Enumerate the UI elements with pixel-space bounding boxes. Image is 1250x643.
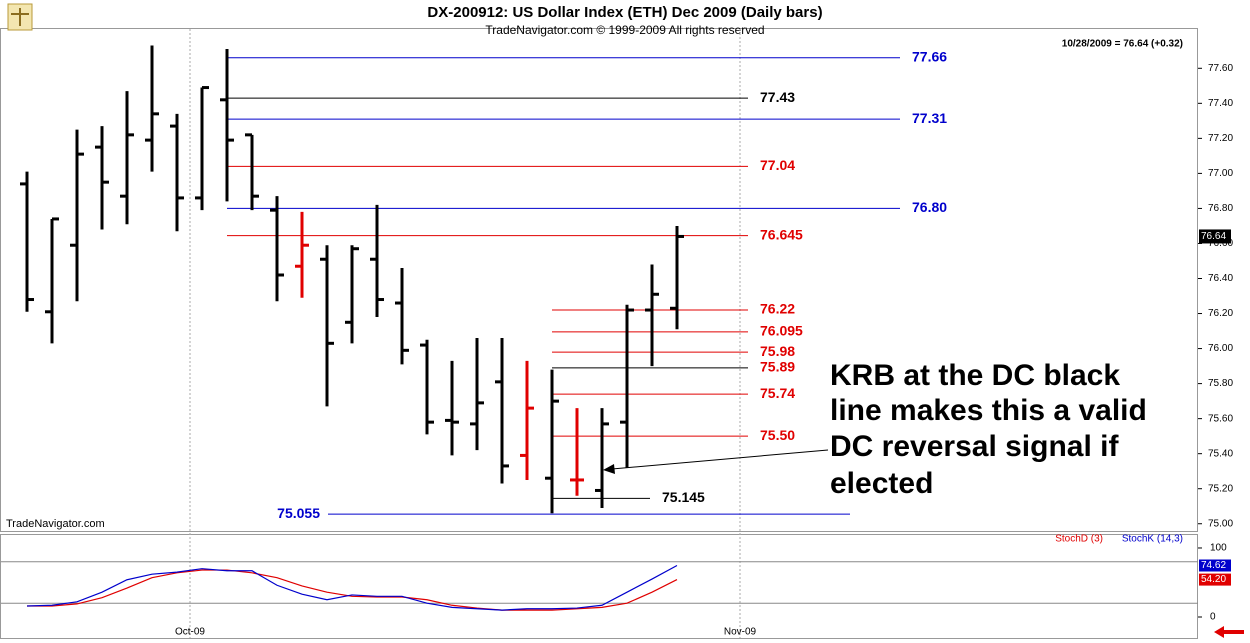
value-label: 54.20 [1201,574,1226,585]
level-label: 75.98 [760,343,795,359]
y-tick-label: 75.40 [1208,448,1233,459]
level-label: 77.66 [912,48,947,64]
level-label: 76.095 [760,323,803,339]
y-tick-label: 77.40 [1208,98,1233,109]
last-price-box [1199,229,1231,244]
y-tick-label: 77.00 [1208,168,1233,179]
y-tick-label: 76.80 [1208,203,1233,214]
stoch-line [27,569,678,611]
y-tick-label: 77.60 [1208,63,1233,74]
annotation: KRB at the DC black line makes this a va… [603,359,1147,500]
y-tick-label: 76.00 [1208,343,1233,354]
level-label: 77.04 [760,157,795,173]
value-label: 74.62 [1201,560,1226,571]
stoch-line [26,564,678,611]
level-label: 76.645 [760,226,803,242]
x-tick-label: Nov-09 [724,627,757,638]
arrow-head [603,464,615,474]
logo [7,3,33,31]
y-tick-label: 76.60 [1208,238,1233,249]
y-tick-label: 75.00 [1208,518,1233,529]
level-label: 75.145 [662,489,705,505]
level-label: 75.74 [760,385,795,401]
value-box [1199,573,1231,586]
level-label: 75.055 [277,505,320,521]
info-label: 10/28/2009 = 76.64 (+0.32) [1062,39,1183,50]
level-label: 76.80 [912,199,947,215]
watermark: TradeNavigator.com [6,518,105,530]
level-label: 75.50 [760,427,795,443]
stoch-panel [0,534,1198,639]
level-label: 76.22 [760,301,795,317]
level-label: 77.31 [912,110,947,126]
chart-title: DX-200912: US Dollar Index (ETH) Dec 200… [427,4,822,21]
y-tick-label: 76.40 [1208,273,1233,284]
y-tick-label: 100 [1210,543,1227,554]
y-tick-label: 76.20 [1208,308,1233,319]
level-label: 75.89 [760,359,795,375]
annotation-arrow [611,449,829,470]
price-panel [0,28,1198,532]
y-tick-label: 75.60 [1208,413,1233,424]
level-label: 77.43 [760,89,795,105]
value-box [1199,559,1231,572]
annotation-line: DC reversal signal if [830,430,1119,463]
annotation-line: line makes this a valid [830,394,1147,427]
annotation-line: KRB at the DC black [830,359,1120,392]
y-tick-label: 0 [1210,612,1216,623]
chart-subtitle: TradeNavigator.com © 1999-2009 All right… [485,23,764,37]
y-tick-label: 75.20 [1208,483,1233,494]
scroll-arrow[interactable] [1214,626,1244,638]
legend-label: StochK (14,3) [1122,534,1183,545]
annotation-line: elected [830,467,933,500]
y-tick-label: 77.20 [1208,133,1233,144]
legend-label: StochD (3) [1055,534,1103,545]
x-tick-label: Oct-09 [175,627,205,638]
last-price-label: 76.64 [1201,231,1226,242]
y-tick-label: 75.80 [1208,378,1233,389]
